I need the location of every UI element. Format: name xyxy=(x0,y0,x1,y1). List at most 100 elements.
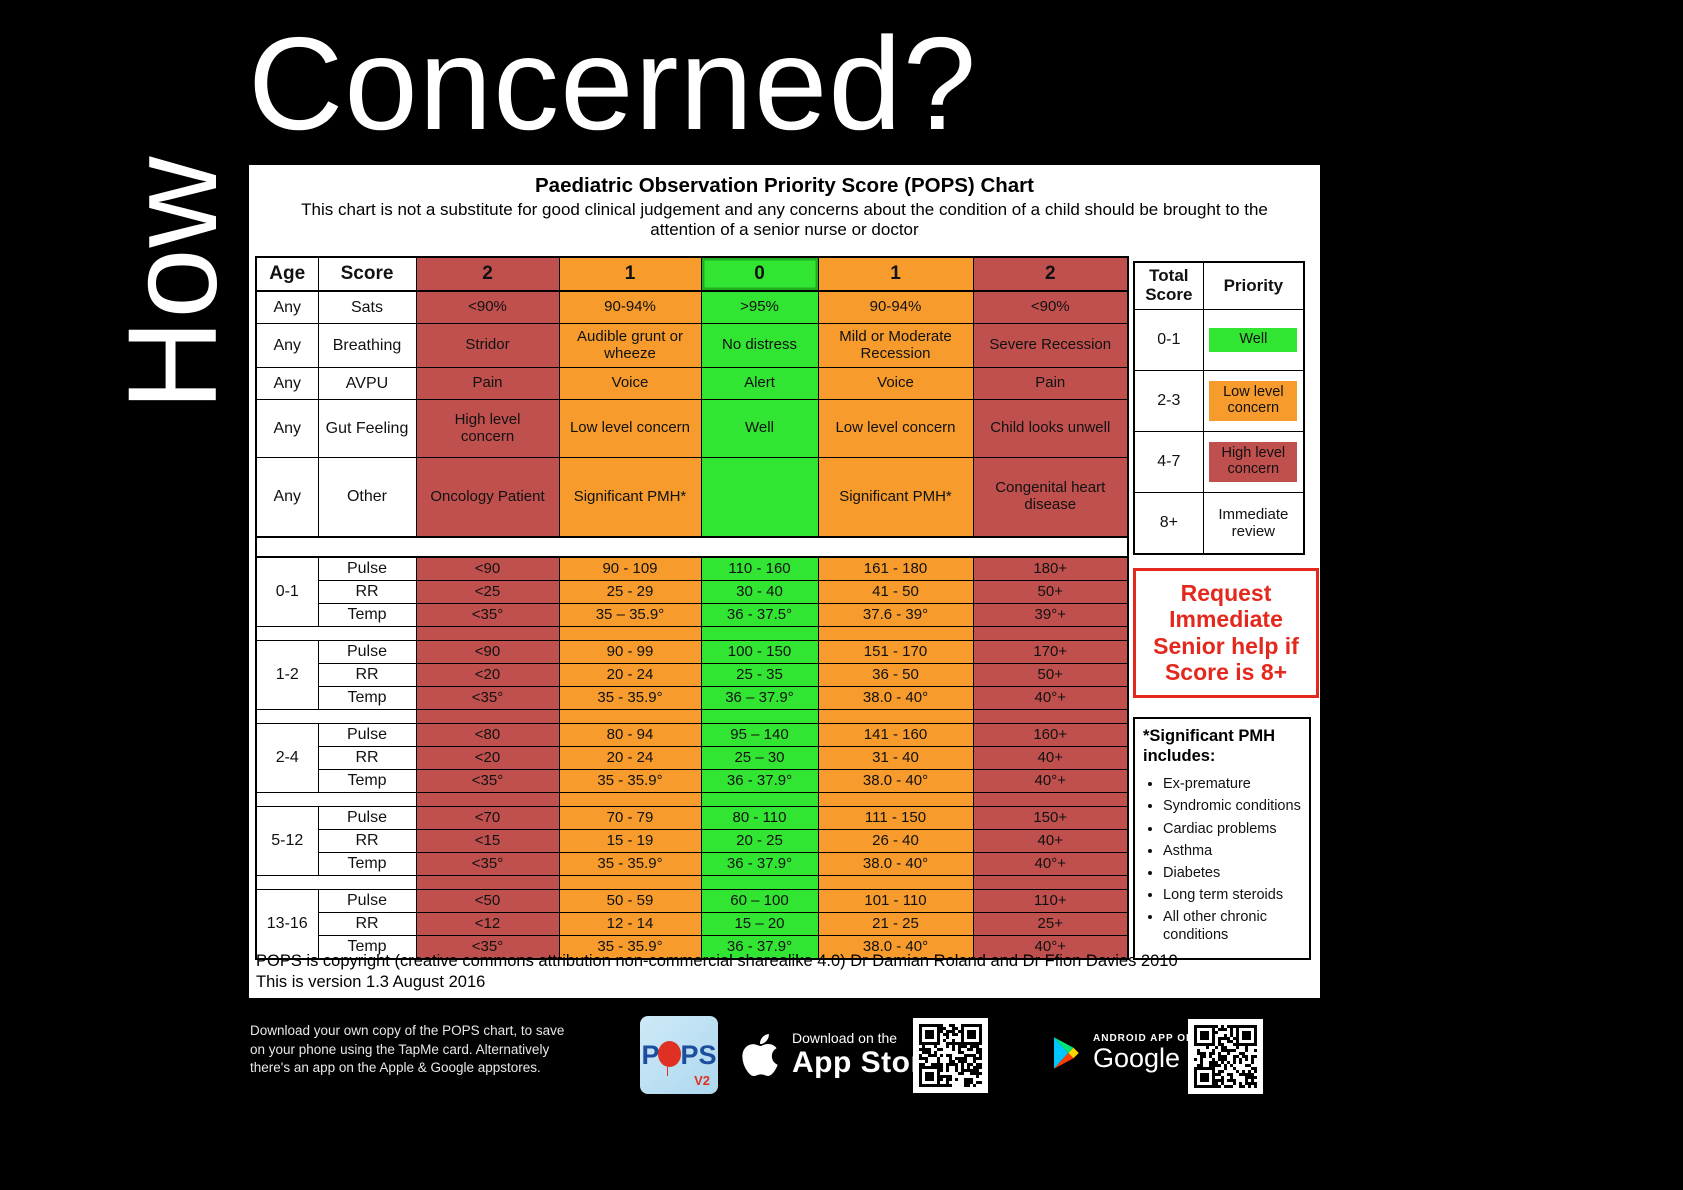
google-play-icon xyxy=(1048,1034,1084,1072)
table-cell: Audible grunt or wheeze xyxy=(558,323,702,368)
table-cell: 15 – 20 xyxy=(700,912,819,936)
table-cell: RR xyxy=(317,746,417,770)
pmh-list: Ex-premature Syndromic conditions Cardiac … xyxy=(1143,775,1303,944)
table-cell: Alert xyxy=(700,367,819,400)
table-cell: 38.0 - 40° xyxy=(817,935,974,960)
table-cell: Other xyxy=(317,457,417,538)
table-cell: 90 - 109 xyxy=(558,556,702,581)
app-store-line1: Download on the xyxy=(792,1029,898,1046)
table-cell: RR xyxy=(317,912,417,936)
table-cell: <35° xyxy=(415,603,560,627)
table-cell: 40+ xyxy=(972,746,1129,770)
vital-sign-row: RR <20 20 - 24 25 - 35 36 - 50 50+ xyxy=(256,663,1129,687)
vital-sign-row: RR <15 15 - 19 20 - 25 26 - 40 40+ xyxy=(256,829,1129,853)
qr-code-googleplay xyxy=(1188,1019,1263,1094)
table-cell: <35° xyxy=(415,769,560,793)
table-cell: Any xyxy=(255,399,319,458)
table-cell: 30 - 40 xyxy=(700,580,819,604)
table-cell xyxy=(558,709,702,724)
table-cell: 20 - 24 xyxy=(558,663,702,687)
table-cell: 36 – 37.9° xyxy=(700,686,819,710)
priority-row: 2-3 Low level concern xyxy=(1133,370,1305,432)
table-cell: 110 - 160 xyxy=(700,556,819,581)
pmh-item: Cardiac problems xyxy=(1163,820,1303,838)
table-cell: 20 - 25 xyxy=(700,829,819,853)
table-cell: 80 - 94 xyxy=(558,723,702,747)
table-cell xyxy=(415,875,560,890)
table-cell: 70 - 79 xyxy=(558,806,702,830)
qr-code-appstore xyxy=(913,1018,988,1093)
table-cell: 25 - 29 xyxy=(558,580,702,604)
header-cell: Age xyxy=(255,256,319,292)
table-cell: Any xyxy=(255,457,319,538)
table-cell: 40°+ xyxy=(972,769,1129,793)
table-cell: High level concern xyxy=(415,399,560,458)
priority-chip: Low level concern xyxy=(1209,381,1298,421)
age-group-cell: 0-1 xyxy=(255,556,319,627)
table-cell: <70 xyxy=(415,806,560,830)
priority-chip: High level concern xyxy=(1209,442,1298,482)
table-cell: <80 xyxy=(415,723,560,747)
table-cell: RR xyxy=(317,663,417,687)
pmh-item: Syndromic conditions xyxy=(1163,797,1303,815)
pops-logo-version: V2 xyxy=(694,1073,710,1088)
vital-sign-row: Any Other Oncology Patient Significant PMH*… xyxy=(255,457,1129,538)
table-cell: 151 - 170 xyxy=(817,640,974,664)
table-cell: 40°+ xyxy=(972,935,1129,960)
table-cell: 38.0 - 40° xyxy=(817,852,974,876)
table-cell: 8+ xyxy=(1133,492,1204,555)
vital-sign-row: Any Gut Feeling High level concern Low leve… xyxy=(255,399,1129,458)
priority-row: 8+ Immediate review xyxy=(1133,492,1305,555)
table-cell: AVPU xyxy=(317,367,417,400)
table-cell: 2-3 xyxy=(1133,370,1204,432)
table-cell: 26 - 40 xyxy=(817,829,974,853)
table-cell: Child looks unwell xyxy=(972,399,1129,458)
table-cell: Temp xyxy=(317,852,417,876)
table-cell: <50 xyxy=(415,889,560,913)
copyright-line1: POPS is copyright (creative commons attr… xyxy=(256,952,1178,970)
table-cell: Pulse xyxy=(317,806,417,830)
pmh-item: All other chronic conditions xyxy=(1163,908,1303,944)
priority-row: 4-7 High level concern xyxy=(1133,431,1305,493)
table-cell: High level concern xyxy=(1202,431,1305,493)
table-cell xyxy=(700,457,819,538)
table-cell: <90% xyxy=(972,290,1129,324)
right-column: Total Score Priority 0-1 Well 2-3 Low level c… xyxy=(1133,261,1320,961)
table-cell: 50+ xyxy=(972,580,1129,604)
pmh-item: Asthma xyxy=(1163,842,1303,860)
table-cell xyxy=(255,875,417,890)
header-cell: 2 xyxy=(972,256,1129,292)
table-cell: Immediate review xyxy=(1202,492,1305,555)
table-cell xyxy=(700,792,819,807)
table-cell: Any xyxy=(255,323,319,368)
table-cell: RR xyxy=(317,829,417,853)
pops-logo-text: P PS xyxy=(641,1039,717,1076)
header-cell: 0 xyxy=(700,256,819,292)
table-cell: 36 - 37.5° xyxy=(700,603,819,627)
app-store-badge[interactable]: Download on the App Store xyxy=(740,1026,940,1084)
vital-sign-row: 2-4 Pulse <80 80 - 94 95 – 140 141 - 160 160+ xyxy=(255,723,1129,793)
table-cell: 40°+ xyxy=(972,686,1129,710)
table-cell: 12 - 14 xyxy=(558,912,702,936)
table-cell xyxy=(817,875,974,890)
table-cell: Low level concern xyxy=(1202,370,1305,432)
vital-sign-row: Temp <35° 35 - 35.9° 36 - 37.9° 38.0 - 40° 40… xyxy=(256,935,1129,960)
table-cell: 160+ xyxy=(972,723,1129,747)
pmh-box: *Significant PMH includes: Ex-premature S… xyxy=(1133,716,1311,961)
table-cell: >95% xyxy=(700,290,819,324)
vital-sign-row: 5-12 Pulse <70 70 - 79 80 - 110 111 - 150 150+ xyxy=(255,806,1129,876)
table-cell: <25 xyxy=(415,580,560,604)
table-cell: 111 - 150 xyxy=(817,806,974,830)
table-cell: No distress xyxy=(700,323,819,368)
copyright: POPS is copyright (creative commons attr… xyxy=(256,951,1178,992)
vertical-heading: How xyxy=(102,155,243,411)
pmh-item: Long term steroids xyxy=(1163,886,1303,904)
copyright-line2: This is version 1.3 August 2016 xyxy=(256,972,486,991)
table-cell: Pain xyxy=(972,367,1129,400)
age-group-cell: 2-4 xyxy=(255,723,319,793)
table-cell: 110+ xyxy=(972,889,1129,913)
table-cell: Well xyxy=(1202,309,1305,371)
table-cell: Temp xyxy=(317,769,417,793)
table-cell: <20 xyxy=(415,663,560,687)
table-cell: Low level concern xyxy=(817,399,974,458)
